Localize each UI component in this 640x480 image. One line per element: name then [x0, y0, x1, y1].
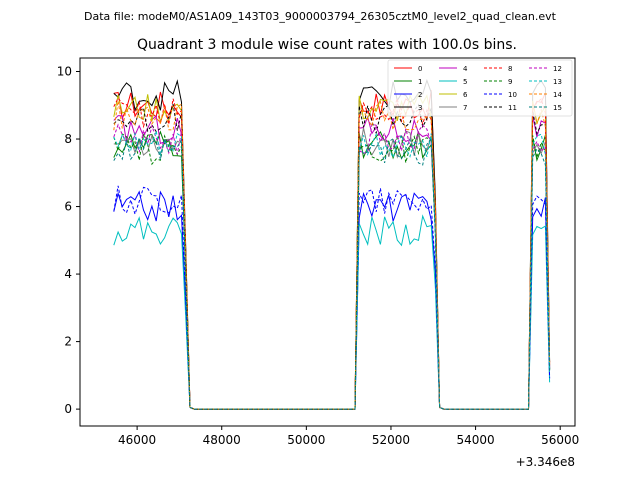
- legend-label: 3: [418, 104, 422, 112]
- legend-label: 6: [463, 91, 468, 99]
- x-tick-label: 54000: [456, 433, 494, 447]
- legend-label: 11: [508, 104, 517, 112]
- legend-label: 0: [418, 65, 422, 73]
- legend-label: 15: [553, 104, 562, 112]
- y-tick-label: 8: [64, 132, 72, 146]
- y-tick-label: 4: [64, 267, 72, 281]
- plot-area: [113, 78, 551, 410]
- x-tick-label: 46000: [118, 433, 156, 447]
- legend-label: 1: [418, 78, 422, 86]
- y-tick-label: 6: [64, 200, 72, 214]
- legend-box: [387, 59, 573, 117]
- suptitle: Data file: modeM0/AS1A09_143T03_90000037…: [84, 10, 557, 23]
- y-tick-label: 0: [64, 402, 72, 416]
- y-tick-label: 2: [64, 335, 72, 349]
- legend-label: 9: [508, 78, 512, 86]
- legend-label: 13: [553, 78, 562, 86]
- x-tick-label: 48000: [203, 433, 241, 447]
- legend-label: 8: [508, 65, 512, 73]
- axes-frame: [79, 57, 576, 427]
- x-tick-label: 50000: [287, 433, 325, 447]
- y-axis: 0 2 4 6 8 10: [57, 65, 80, 416]
- x-tick-label: 56000: [541, 433, 579, 447]
- series-line-15: [113, 136, 551, 410]
- legend-label: 7: [463, 104, 467, 112]
- legend-label: 10: [508, 91, 517, 99]
- legend-label: 12: [553, 65, 562, 73]
- chart-title: Quadrant 3 module wise count rates with …: [137, 37, 517, 53]
- x-tick-label: 52000: [372, 433, 410, 447]
- legend-label: 2: [418, 91, 422, 99]
- legend-label: 4: [463, 65, 468, 73]
- legend-label: 14: [553, 91, 562, 99]
- legend-label: 5: [463, 78, 467, 86]
- x-offset-label: +3.346e8: [516, 455, 575, 469]
- x-axis: 46000 48000 50000 52000 54000 56000: [118, 426, 579, 447]
- y-tick-label: 10: [57, 65, 72, 79]
